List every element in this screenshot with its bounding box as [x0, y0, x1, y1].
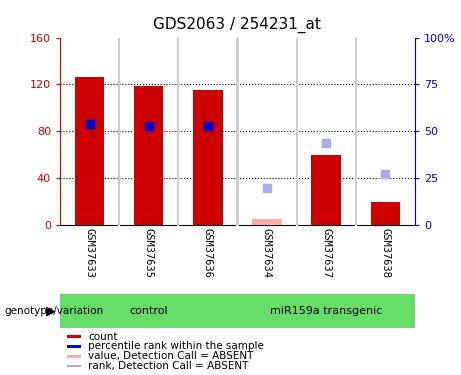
Bar [67, 365, 81, 368]
Text: GSM37633: GSM37633 [84, 228, 95, 279]
Bar [252, 219, 282, 225]
Text: GSM37634: GSM37634 [262, 228, 272, 279]
Text: GSM37636: GSM37636 [203, 228, 213, 279]
Title: GDS2063 / 254231_at: GDS2063 / 254231_at [154, 17, 321, 33]
Bar [67, 335, 81, 338]
Text: ▶: ▶ [46, 305, 55, 318]
Text: percentile rank within the sample: percentile rank within the sample [89, 342, 264, 351]
Bar [193, 90, 223, 225]
Text: genotype/variation: genotype/variation [5, 306, 104, 316]
Text: miR159a transgenic: miR159a transgenic [270, 306, 382, 316]
Bar [237, 294, 415, 328]
Bar [67, 345, 81, 348]
Text: count: count [89, 332, 118, 342]
Text: control: control [130, 306, 168, 316]
Bar [371, 202, 400, 225]
Text: rank, Detection Call = ABSENT: rank, Detection Call = ABSENT [89, 361, 248, 371]
Bar [60, 294, 237, 328]
Bar [67, 355, 81, 357]
Text: GSM37638: GSM37638 [380, 228, 390, 279]
Text: value, Detection Call = ABSENT: value, Detection Call = ABSENT [89, 351, 254, 361]
Text: GSM37637: GSM37637 [321, 228, 331, 279]
Bar [311, 154, 341, 225]
Bar [134, 86, 164, 225]
Bar [75, 77, 104, 225]
Text: GSM37635: GSM37635 [144, 228, 154, 279]
